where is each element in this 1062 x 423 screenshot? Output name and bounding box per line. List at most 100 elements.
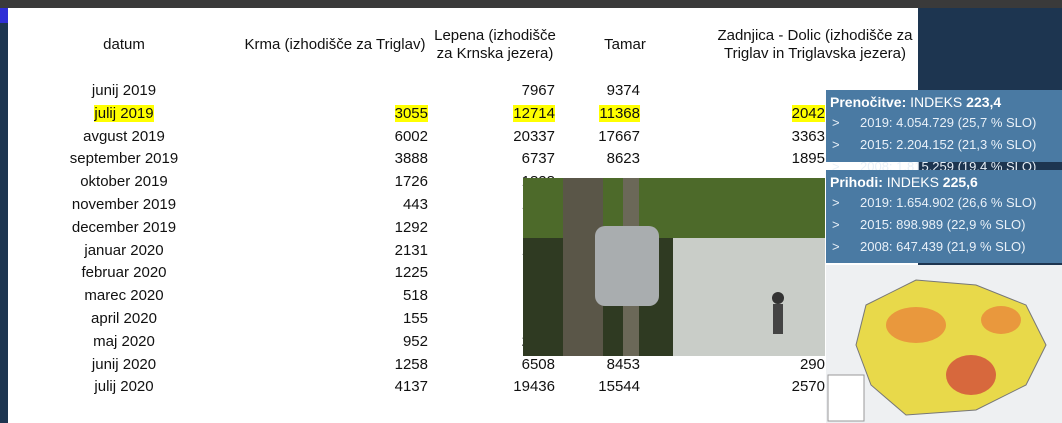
cell-text: 19436 [513,378,555,395]
cell: 12714 [430,105,555,123]
cell: 952 [240,333,428,351]
panel-item: >2008: 647.439 (21,9 % SLO) [826,236,1062,258]
cell: 290 [700,356,825,374]
cell-text: september 2019 [70,150,178,167]
cell-text: 952 [403,333,428,350]
cell: 3055 [240,105,428,123]
panel-title: Prenočitve: INDEKS 223,4 [826,90,1062,112]
cell-text: 1726 [395,173,428,190]
cell-text: 2042 [792,105,825,122]
cell: avgust 2019 [8,128,240,146]
header-text: Zadnjica - Dolic (izhodišče za Triglav i… [700,27,930,63]
bullet: > [832,236,840,258]
cell-text: 1895 [792,150,825,167]
cell: 1258 [240,356,428,374]
cell: julij 2020 [8,378,240,396]
cell: februar 2020 [8,264,240,282]
cell: 8623 [560,150,640,168]
cell-text: 15544 [598,378,640,395]
cell-text: 8623 [607,150,640,167]
index-value: 223,4 [966,94,1001,110]
cell-text: 9374 [607,82,640,99]
cell: januar 2020 [8,242,240,260]
cell: 1895 [700,150,825,168]
cell-text: julij 2019 [94,105,153,122]
cell-text: 6508 [522,356,555,373]
cell-text: december 2019 [72,219,176,236]
cell-text: april 2020 [91,310,157,327]
item-text: 2015: 2.204.152 (21,3 % SLO) [860,137,1036,152]
cell: november 2019 [8,196,240,214]
item-text: 2019: 4.054.729 (25,7 % SLO) [860,115,1036,130]
cell: 155 [240,310,428,328]
column-header: Krma (izhodišče za Triglav) [240,12,430,78]
cell: julij 2019 [8,105,240,123]
cell-text: 7967 [522,82,555,99]
cell-text: junij 2020 [92,356,156,373]
cell-text: 1225 [395,264,428,281]
cell-text: januar 2020 [84,242,163,259]
cell: junij 2019 [8,82,240,100]
panel-item: >2019: 1.654.902 (26,6 % SLO) [826,192,1062,214]
cell: 19436 [430,378,555,396]
cell-text: 8453 [607,356,640,373]
cell: 9374 [560,82,640,100]
cell-text: 3055 [395,105,428,122]
index-value: 225,6 [943,174,978,190]
cell: junij 2020 [8,356,240,374]
cell-text: 443 [403,196,428,213]
header-text: Krma (izhodišče za Triglav) [245,36,426,54]
cell: april 2020 [8,310,240,328]
photo [523,178,825,356]
cell: 7967 [430,82,555,100]
panel-title-text: Prihodi: [830,174,883,190]
slide: datum Krma (izhodišče za Triglav)Lepena (… [0,0,1062,423]
cell-text: julij 2020 [94,378,153,395]
cell: 2131 [240,242,428,260]
cell-text: 518 [403,287,428,304]
cell: 11368 [560,105,640,123]
panel-title: Prihodi: INDEKS 225,6 [826,170,1062,192]
bullet: > [832,134,840,156]
bullet: > [832,214,840,236]
cell: 1726 [240,173,428,191]
cell-text: 20337 [513,128,555,145]
cell-text: 12714 [513,105,555,122]
cell: maj 2020 [8,333,240,351]
cell-text: 155 [403,310,428,327]
header-text: Lepena (izhodišče za Krnska jezera) [430,27,560,63]
panel: Prenočitve: INDEKS 223,4>2019: 4.054.729… [826,90,1062,162]
bullet: > [832,192,840,214]
cell-text: oktober 2019 [80,173,168,190]
cell: 4137 [240,378,428,396]
column-header: Zadnjica - Dolic (izhodišče za Triglav i… [700,12,930,78]
bullet: > [832,112,840,134]
panel-item: >2019: 4.054.729 (25,7 % SLO) [826,112,1062,134]
header-text: datum [103,36,145,54]
top-bar [0,0,1062,8]
cell-text: 6737 [522,150,555,167]
cell: 3363 [700,128,825,146]
cell: 17667 [560,128,640,146]
column-header: Lepena (izhodišče za Krnska jezera) [430,12,560,78]
cell-text: 17667 [598,128,640,145]
cell: marec 2020 [8,287,240,305]
map [826,265,1062,423]
cell-text: 6002 [395,128,428,145]
cell: 15544 [560,378,640,396]
cell-text: 4137 [395,378,428,395]
index-label: INDEKS [910,94,962,110]
cell-text: junij 2019 [92,82,156,99]
cell: 1225 [240,264,428,282]
cell: 8453 [560,356,640,374]
cell: 20337 [430,128,555,146]
cell-text: 3363 [792,128,825,145]
cell: 2042 [700,105,825,123]
cell: 1292 [240,219,428,237]
cell-text: 3888 [395,150,428,167]
cell: 6508 [430,356,555,374]
column-header: Tamar [560,12,690,78]
cell: september 2019 [8,150,240,168]
cell-text: maj 2020 [93,333,155,350]
cell: oktober 2019 [8,173,240,191]
